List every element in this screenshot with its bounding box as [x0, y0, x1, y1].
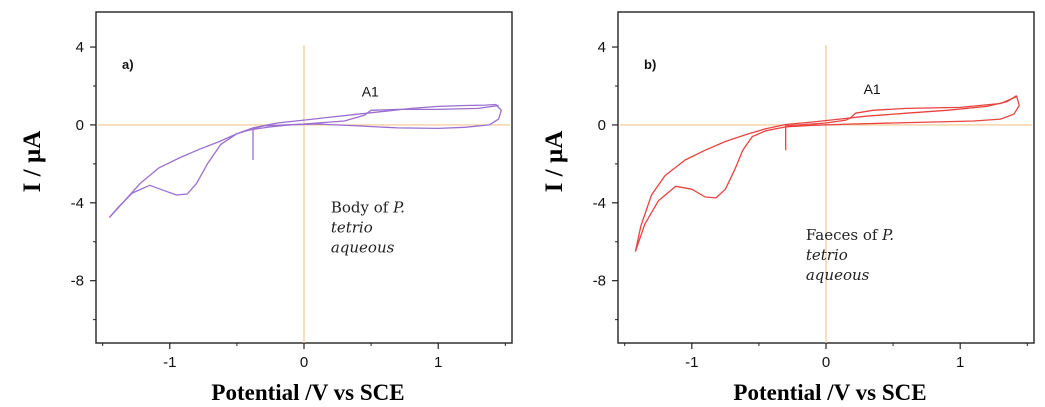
chart-b-annotation-line-3: aqueous [806, 266, 870, 284]
chart-b-y-tick-label: 4 [598, 39, 606, 56]
chart-a-cv-trace-1 [108, 103, 496, 218]
chart-b-x-tick-label: 1 [956, 354, 964, 371]
chart-b-svg: 4 0 -4 -8 -1 0 1 Potential /V vs SCE I / µA b) A1 F… [541, 11, 1035, 405]
chart-a-y-tick-label: 0 [76, 117, 84, 134]
chart-a-annotation-line-1: Body of P. [331, 199, 405, 217]
chart-b-annotation-line-2: tetrio [806, 246, 848, 264]
chart-a-x-axis-title: Potential /V vs SCE [211, 380, 404, 405]
chart-b-x-axis-title: Potential /V vs SCE [733, 380, 926, 405]
chart-a-peak-label: A1 [362, 84, 379, 100]
chart-b-panel-label: b) [644, 57, 656, 72]
chart-panel-b: 4 0 -4 -8 -1 0 1 Potential /V vs SCE I / µA b) A1 F… [522, 0, 1042, 407]
chart-a-annotation-line-2: tetrio [331, 219, 373, 237]
chart-panel-a: 4 0 -4 -8 -1 0 1 Potential /V vs SCE I / µA a) A1 B… [0, 0, 520, 407]
chart-b-cv-trace-2 [634, 95, 1020, 252]
chart-b-cv-trace-3 [785, 96, 1017, 151]
chart-b-y-tick-label: -4 [593, 195, 606, 212]
chart-b-cv-trace-1 [634, 95, 1017, 252]
chart-a-cv-trace-2 [108, 104, 502, 218]
chart-b-x-tick-label: 0 [822, 354, 830, 371]
chart-b-y-axis-title: I / µA [541, 131, 568, 193]
chart-b-y-tick-label: 0 [598, 117, 606, 134]
chart-a-x-tick-label: -1 [163, 354, 176, 371]
chart-a-cv-trace-3 [252, 104, 499, 160]
chart-b-annotation-line-1: Faeces of P. [806, 226, 894, 244]
chart-b-x-tick-label: -1 [685, 354, 698, 371]
chart-a-y-tick-label: -4 [71, 195, 84, 212]
chart-b-y-tick-label: -8 [593, 273, 606, 290]
chart-a-svg: 4 0 -4 -8 -1 0 1 Potential /V vs SCE I / µA a) A1 B… [19, 11, 513, 405]
chart-a-y-axis-title: I / µA [19, 131, 46, 193]
chart-a-y-tick-label: -8 [71, 273, 84, 290]
chart-a-panel-label: a) [122, 57, 134, 72]
chart-a-x-tick-label: 0 [300, 354, 308, 371]
chart-a-y-tick-label: 4 [76, 39, 84, 56]
chart-b-peak-label: A1 [864, 81, 881, 97]
chart-a-x-tick-label: 1 [434, 354, 442, 371]
chart-a-annotation-line-3: aqueous [331, 239, 395, 257]
